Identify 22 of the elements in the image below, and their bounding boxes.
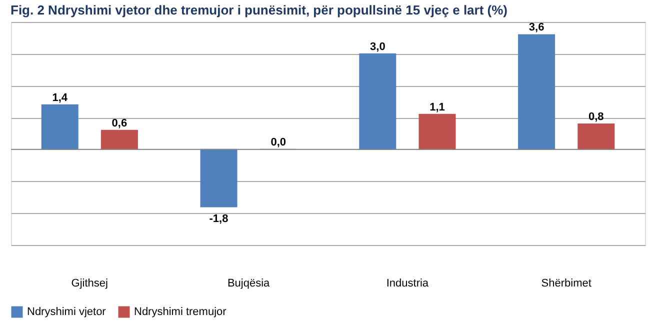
bar bbox=[359, 53, 396, 150]
data-label: 0,8 bbox=[588, 110, 604, 123]
data-label: 3,0 bbox=[370, 40, 386, 53]
data-label: 0,0 bbox=[270, 136, 286, 148]
data-label: -1,8 bbox=[209, 212, 228, 225]
data-label: 0,6 bbox=[112, 117, 128, 130]
bar bbox=[100, 130, 138, 150]
bar bbox=[418, 114, 456, 150]
data-label: 3,6 bbox=[528, 22, 544, 34]
x-tick-label: Gjithsej bbox=[71, 278, 108, 290]
chart-title: Fig. 2 Ndryshimi vjetor dhe tremujor i punësimit, për popullsinë 15 vjeç e lart (%) bbox=[10, 2, 508, 18]
bar bbox=[578, 123, 615, 150]
x-tick-label: Shërbimet bbox=[541, 278, 592, 290]
bar bbox=[518, 34, 556, 150]
bar bbox=[200, 148, 238, 208]
data-label: 1,1 bbox=[430, 101, 445, 114]
legend-label: Ndryshimi tremujor bbox=[134, 306, 227, 318]
x-tick-label: Industria bbox=[386, 278, 430, 290]
data-label: 1,4 bbox=[52, 92, 68, 104]
bar bbox=[41, 104, 78, 150]
legend-label: Ndryshimi vjetor bbox=[27, 306, 106, 318]
x-tick-label: Bujqësia bbox=[227, 278, 271, 290]
